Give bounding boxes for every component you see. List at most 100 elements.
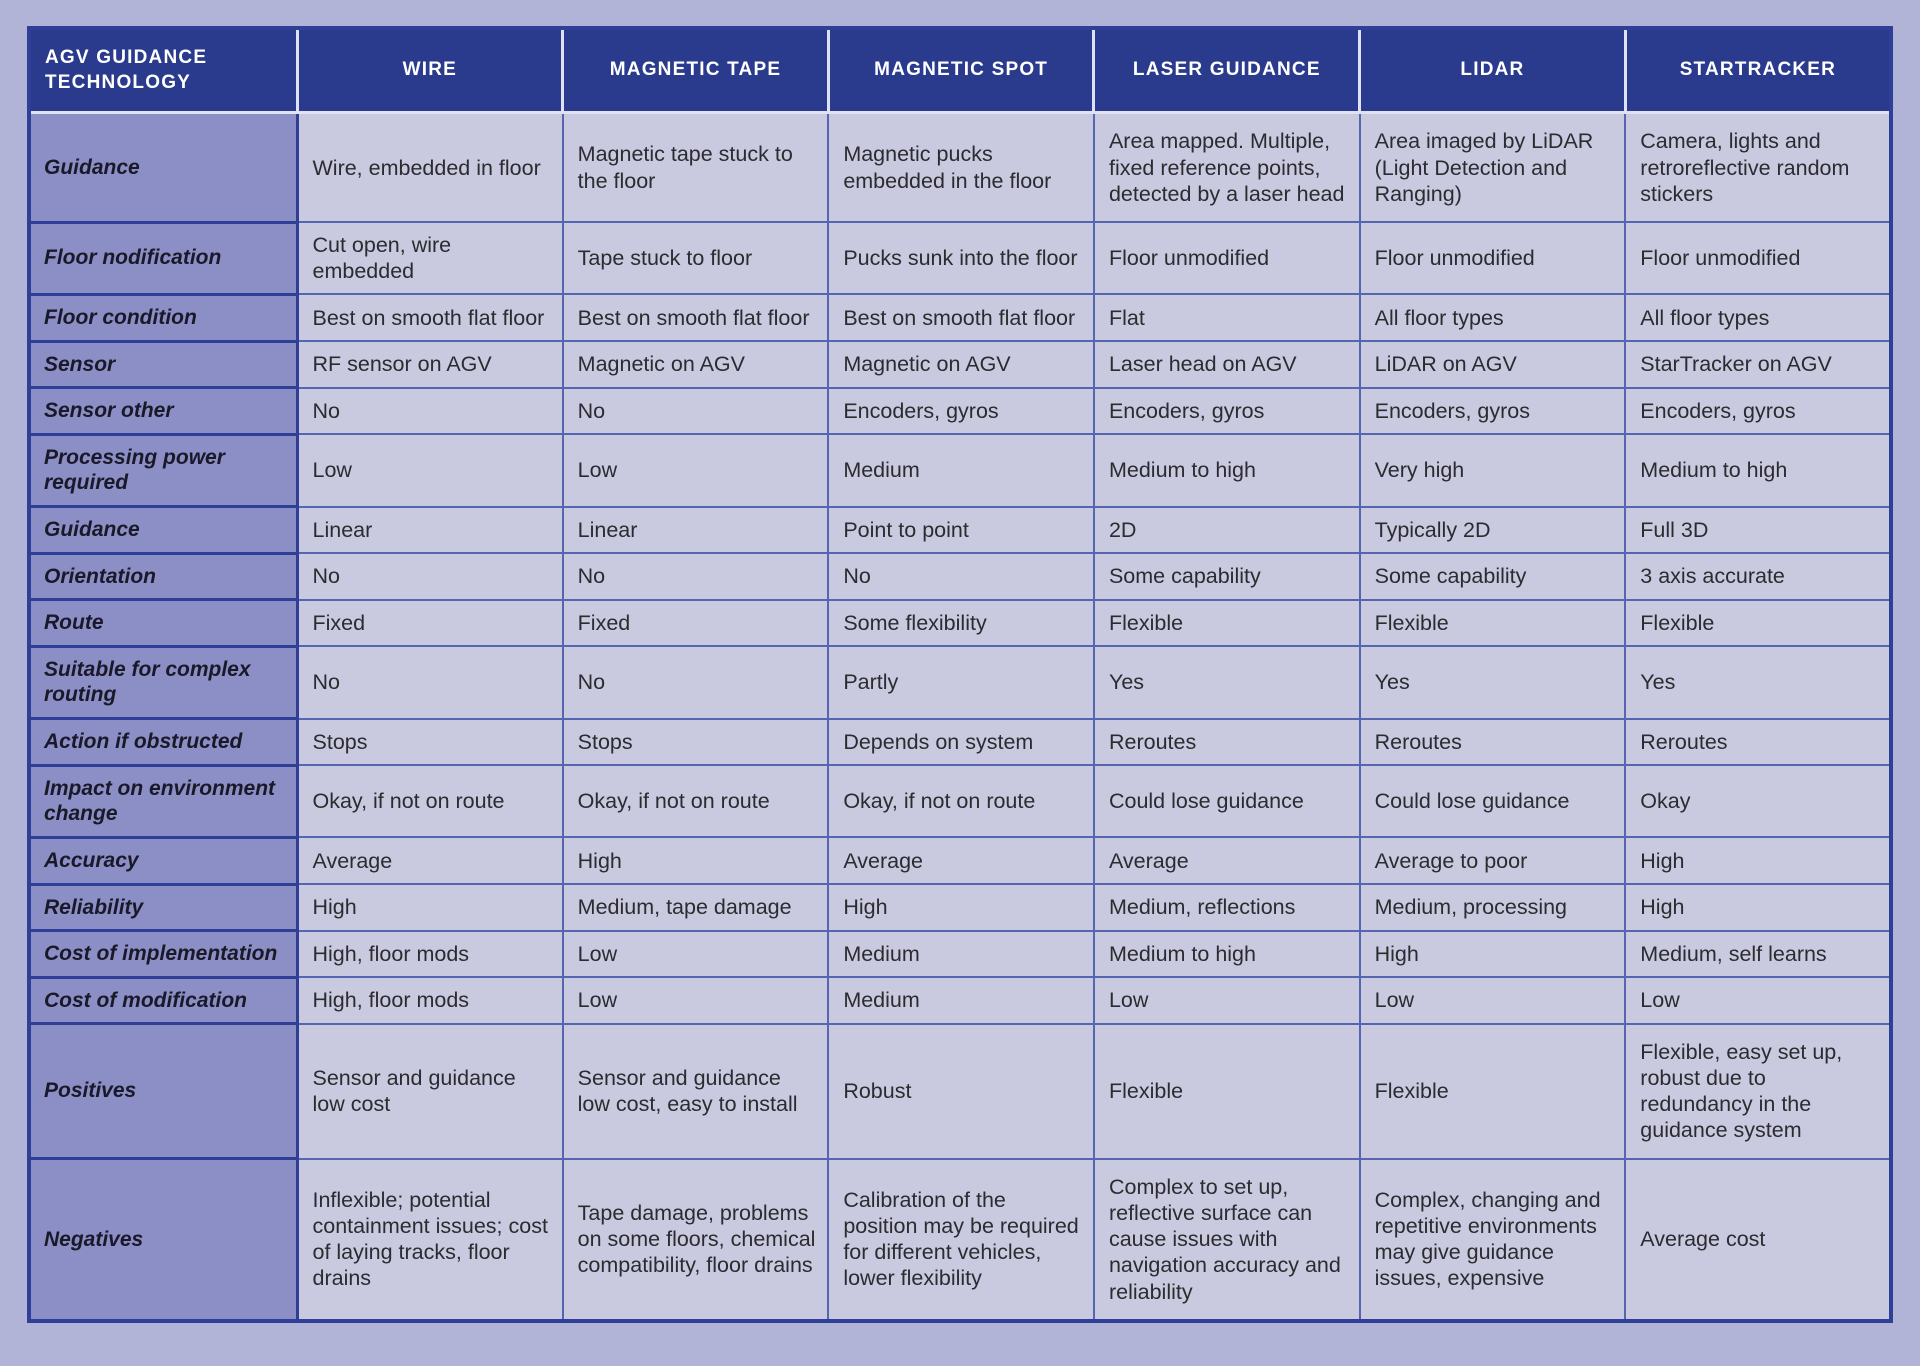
table-cell: High [827, 883, 1095, 932]
table-cell: Floor unmodified [1624, 221, 1892, 296]
table-cell: Magnetic pucks embedded in the floor [827, 111, 1095, 224]
table-cell: Medium, self learns [1624, 929, 1892, 979]
table-cell: High [1358, 929, 1627, 979]
column-header: STARTRACKER [1623, 28, 1893, 115]
table-cell: Best on smooth flat floor [561, 293, 830, 343]
table-cell: Wire, embedded in floor [296, 111, 564, 224]
table-cell: Stops [561, 717, 830, 767]
table-cell: Flexible [1092, 1022, 1361, 1160]
table-cell: Reroutes [1358, 717, 1627, 767]
table-cell: Magnetic on AGV [561, 340, 830, 389]
table-cell: High, floor mods [296, 929, 564, 979]
table-cell: Flexible [1358, 598, 1627, 648]
table-cell: Flat [1092, 293, 1361, 343]
table-cell: Okay [1624, 764, 1892, 839]
table-cell: Reroutes [1092, 717, 1361, 767]
table-cell: Okay, if not on route [296, 764, 564, 839]
table-cell: Medium, reflections [1092, 883, 1361, 932]
table-cell: High [296, 883, 564, 932]
table-cell: 3 axis accurate [1624, 552, 1892, 601]
table-header: AGV GUIDANCE TECHNOLOGY WIRE MAGNETIC TAPE… [27, 28, 1893, 115]
table-cell: Medium to high [1624, 433, 1892, 508]
table-cell: Some capability [1358, 552, 1627, 601]
table-cell: Best on smooth flat floor [827, 293, 1095, 343]
table-cell: Linear [296, 505, 564, 555]
table-row: Guidance Linear Linear Point to point 2D Typi… [27, 505, 1892, 555]
table-cell: Tape stuck to floor [561, 221, 830, 296]
table-cell: Magnetic tape stuck to the floor [561, 111, 830, 224]
row-label: Guidance [27, 505, 299, 555]
table-cell: All floor types [1358, 293, 1627, 343]
table-cell: Encoders, gyros [1624, 386, 1892, 436]
table-cell: 2D [1092, 505, 1361, 555]
table-cell: Okay, if not on route [561, 764, 830, 839]
row-label: Floor nodification [27, 220, 299, 296]
table-cell: All floor types [1624, 293, 1892, 343]
table-cell: High [1624, 883, 1892, 932]
row-label: Cost of modification [27, 975, 299, 1026]
row-label: Orientation [27, 551, 299, 602]
table-row: Floor condition Best on smooth flat floor… [27, 292, 1892, 343]
column-header: LIDAR [1358, 28, 1627, 115]
row-label: Negatives [27, 1157, 299, 1323]
table-cell: Tape damage, problems on some floors, ch… [561, 1157, 830, 1322]
table-cell: LiDAR on AGV [1358, 340, 1627, 389]
table-cell: No [296, 645, 564, 720]
table-row: Sensor RF sensor on AGV Magnetic on AGV Mag… [27, 339, 1892, 390]
table-cell: No [827, 552, 1095, 601]
table-row: Floor nodification Cut open, wire embedde… [27, 220, 1892, 296]
column-header: LASER GUIDANCE [1092, 28, 1362, 115]
table-row: Cost of implementation High, floor mods Lo… [27, 929, 1892, 979]
table-cell: Medium, processing [1358, 883, 1627, 932]
table-cell: No [561, 645, 830, 720]
table-cell: Magnetic on AGV [827, 340, 1095, 389]
table-cell: Could lose guidance [1092, 764, 1361, 839]
row-label: Suitable for complex routing [27, 644, 299, 721]
table-cell: Low [296, 433, 564, 508]
table-cell: Low [1624, 976, 1892, 1025]
table-cell: Yes [1624, 645, 1892, 720]
table-cell: Low [561, 976, 830, 1025]
table-cell: Some capability [1092, 552, 1361, 601]
table-row: Impact on environment change Okay, if not… [27, 763, 1892, 839]
table-cell: Stops [296, 717, 564, 767]
table-cell: Encoders, gyros [1092, 386, 1361, 436]
table-cell: Some flexibility [827, 598, 1095, 648]
table-cell: StarTracker on AGV [1624, 340, 1892, 389]
row-label: Floor condition [27, 292, 299, 343]
table-cell: Robust [827, 1022, 1095, 1160]
table-cell: RF sensor on AGV [296, 340, 564, 389]
table-cell: Sensor and guidance low cost, easy to in… [561, 1022, 830, 1160]
table-cell: Yes [1358, 645, 1627, 720]
row-label: Impact on environment change [27, 763, 299, 839]
table-cell: Floor unmodified [1092, 221, 1361, 296]
table-cell: Medium [827, 929, 1095, 979]
table-cell: Flexible, easy set up, robust due to red… [1624, 1022, 1892, 1160]
table-cell: No [296, 552, 564, 601]
table-cell: Fixed [296, 598, 564, 648]
table-row: Action if obstructed Stops Stops Depends on… [27, 717, 1892, 767]
table-row: Reliability High Medium, tape damage High Me… [27, 882, 1892, 933]
table-cell: Pucks sunk into the floor [827, 221, 1095, 296]
table-cell: Average cost [1624, 1157, 1892, 1322]
table-cell: Flexible [1358, 1022, 1627, 1160]
table-cell: Okay, if not on route [827, 764, 1095, 839]
table-cell: Complex to set up, reflective surface ca… [1092, 1157, 1361, 1322]
table-cell: Camera, lights and retroreflective rando… [1624, 111, 1892, 224]
table-cell: Could lose guidance [1358, 764, 1627, 839]
table-cell: Inflexible; potential containment issues… [296, 1157, 564, 1322]
table-cell: Flexible [1624, 598, 1892, 648]
table-cell: Sensor and guidance low cost [296, 1022, 564, 1160]
table-cell: Area mapped. Multiple, fixed reference p… [1092, 111, 1361, 224]
table-cell: Complex, changing and repetitive environ… [1358, 1157, 1627, 1322]
table-cell: Average [827, 836, 1095, 885]
table-cell: Very high [1358, 433, 1627, 508]
table-row: Orientation No No No Some capability Some cap… [27, 551, 1892, 602]
table-cell: High [561, 836, 830, 885]
table-cell: Depends on system [827, 717, 1095, 767]
table-cell: Flexible [1092, 598, 1361, 648]
agv-guidance-table: AGV GUIDANCE TECHNOLOGY WIRE MAGNETIC TAPE… [27, 26, 1893, 1323]
table-cell: Average [296, 836, 564, 885]
table-cell: Full 3D [1624, 505, 1892, 555]
